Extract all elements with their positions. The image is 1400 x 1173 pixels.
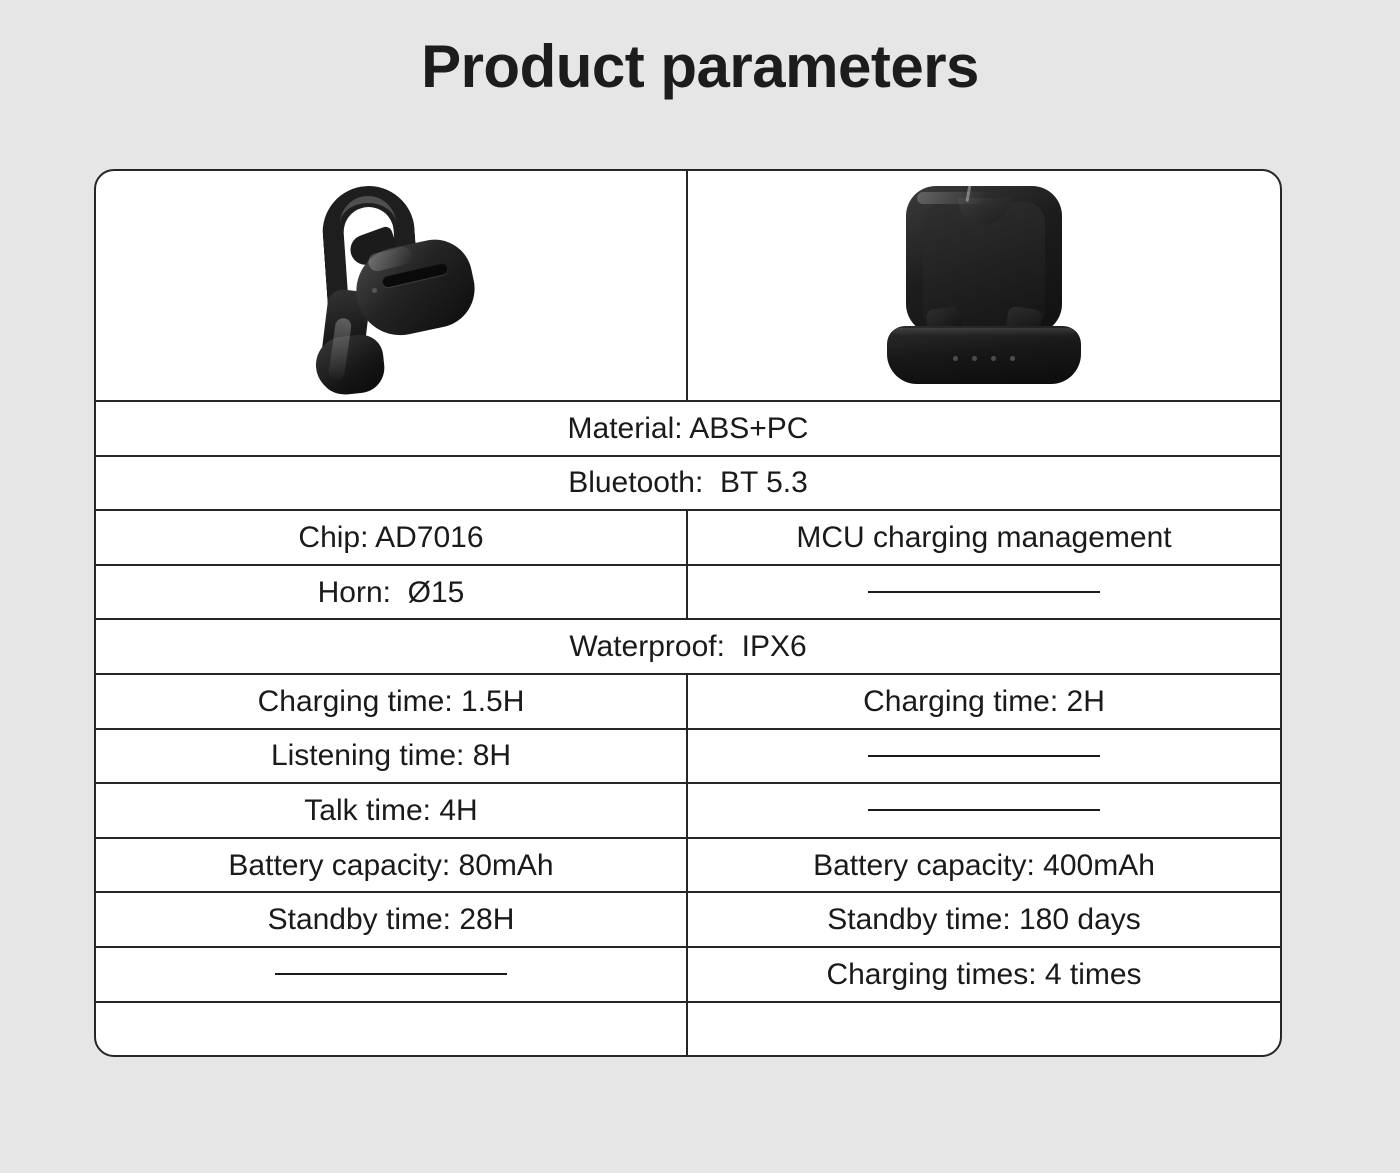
spec-cell-earbud (96, 1002, 688, 1055)
table-row: Charging time: 1.5H Charging time: 2H (96, 674, 1280, 730)
table-row: Battery capacity: 80mAh Battery capacity:… (96, 838, 1280, 894)
spec-cell-case: Charging time: 2H (863, 684, 1105, 718)
spec-cell-earbud: Talk time: 4H (96, 784, 688, 837)
spec-cell-case (688, 1003, 1280, 1055)
earbud-image-cell (96, 171, 688, 400)
page-title: Product parameters (421, 33, 979, 100)
charging-case-open-icon (875, 180, 1093, 392)
spec-cell-earbud (96, 947, 688, 1001)
table-row: Horn: Ø15 (96, 565, 1280, 621)
spec-cell-earbud: Battery capacity: 80mAh (96, 838, 688, 892)
spec-cell-case: Standby time: 180 days (827, 903, 1141, 937)
table-row (96, 1002, 1280, 1055)
open-ear-hook-earbud-icon (276, 178, 506, 398)
table-row: Talk time: 4H (96, 784, 1280, 839)
spec-cell-right-placeholder-dash (868, 809, 1100, 812)
table-row: Listening time: 8H (96, 729, 1280, 785)
case-base (887, 325, 1081, 384)
earbud-microphone-dot (372, 288, 377, 293)
spec-cell-right-placeholder-dash (868, 591, 1100, 594)
spec-cell-full: Waterproof: IPX6 (569, 630, 807, 664)
spec-cell-case (688, 566, 1280, 619)
case-bud-left-highlight (895, 183, 902, 202)
spec-cell-full: Bluetooth: BT 5.3 (568, 466, 808, 500)
spec-cell-earbud: Chip: AD7016 (96, 511, 688, 564)
table-row-product-images (96, 171, 1280, 402)
case-lid-highlight (917, 191, 987, 204)
table-row: Material: ABS+PC (96, 402, 1280, 457)
spec-cell-left-placeholder-dash (275, 973, 507, 976)
led-indicator (972, 355, 977, 361)
table-row: Charging times: 4 times (96, 947, 1280, 1003)
table-row: Standby time: 28H Standby time: 180 days (96, 893, 1280, 948)
charging-case-image-cell (688, 171, 1280, 400)
specification-rows: Material: ABS+PC Bluetooth: BT 5.3 Chip: A… (96, 402, 1280, 1055)
specification-table: Material: ABS+PC Bluetooth: BT 5.3 Chip: A… (94, 169, 1282, 1057)
case-base-edge (893, 327, 1075, 336)
spec-cell-case: MCU charging management (796, 520, 1172, 554)
case-led-indicators (953, 355, 1015, 361)
spec-cell-earbud: Charging time: 1.5H (96, 674, 688, 728)
table-row: Chip: AD7016 MCU charging management (96, 511, 1280, 566)
led-indicator (991, 355, 996, 361)
spec-cell-full: Material: ABS+PC (567, 411, 809, 445)
table-row: Bluetooth: BT 5.3 (96, 457, 1280, 512)
spec-cell-case (688, 784, 1280, 837)
spec-cell-earbud: Horn: Ø15 (96, 565, 688, 619)
table-row: Waterproof: IPX6 (96, 620, 1280, 675)
earhook-highlight (340, 196, 396, 240)
spec-cell-case: Charging times: 4 times (826, 957, 1142, 991)
spec-cell-case (688, 730, 1280, 783)
spec-cell-earbud: Listening time: 8H (96, 729, 688, 783)
spec-cell-right-placeholder-dash (868, 754, 1100, 757)
led-indicator (1010, 355, 1015, 361)
spec-cell-earbud: Standby time: 28H (96, 893, 688, 946)
led-indicator (953, 355, 958, 361)
spec-cell-case: Battery capacity: 400mAh (813, 848, 1155, 882)
